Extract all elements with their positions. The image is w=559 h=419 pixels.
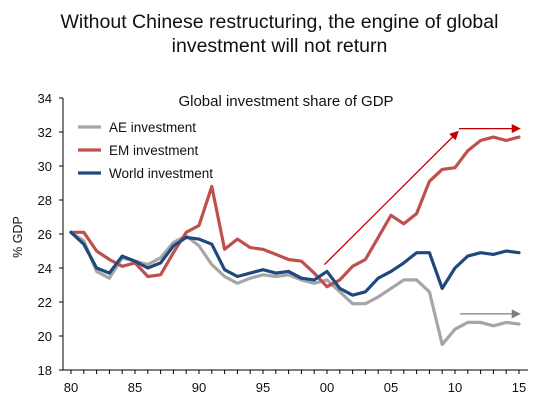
x-axis-ticks: 80 85 90 95 00 05 10 15 xyxy=(64,370,526,395)
chart-headline-line-1: Without Chinese restructuring, the engin… xyxy=(60,11,499,33)
chart-legend: AE investment EM investment World investme… xyxy=(78,120,213,181)
y-tick-label: 22 xyxy=(38,295,52,310)
x-tick-label: 95 xyxy=(256,380,270,395)
y-axis-ticks: 18 20 22 24 26 28 30 32 34 xyxy=(38,91,63,378)
trend-arrows xyxy=(323,124,521,319)
y-tick-label: 18 xyxy=(38,363,52,378)
legend-label: AE investment xyxy=(109,120,196,135)
y-tick-label: 24 xyxy=(38,261,52,276)
y-tick-label: 32 xyxy=(38,125,52,140)
y-tick-label: 34 xyxy=(38,91,52,106)
trend-arrow-1 xyxy=(323,130,459,266)
x-tick-label: 05 xyxy=(384,380,398,395)
y-tick-label: 30 xyxy=(38,159,52,174)
series-lines xyxy=(69,135,521,347)
legend-label: EM investment xyxy=(109,143,199,158)
x-tick-label: 10 xyxy=(448,380,462,395)
series-line-world-investment xyxy=(69,230,521,297)
series-line-ae-investment xyxy=(69,230,521,347)
chart-headline: Without Chinese restructuring, the engin… xyxy=(0,10,559,58)
x-tick-label: 15 xyxy=(512,380,526,395)
legend-label: World investment xyxy=(109,166,213,181)
chart-title: Global investment share of GDP xyxy=(178,93,393,110)
y-tick-label: 26 xyxy=(38,227,52,242)
y-tick-label: 20 xyxy=(38,329,52,344)
x-tick-label: 90 xyxy=(192,380,206,395)
y-axis-label: % GDP xyxy=(11,216,25,258)
x-tick-label: 80 xyxy=(64,380,78,395)
series-line-em-investment xyxy=(69,135,521,289)
x-tick-label: 85 xyxy=(128,380,142,395)
y-tick-label: 28 xyxy=(38,193,52,208)
chart-headline-line-2: investment will not return xyxy=(171,35,388,57)
x-tick-label: 00 xyxy=(320,380,334,395)
